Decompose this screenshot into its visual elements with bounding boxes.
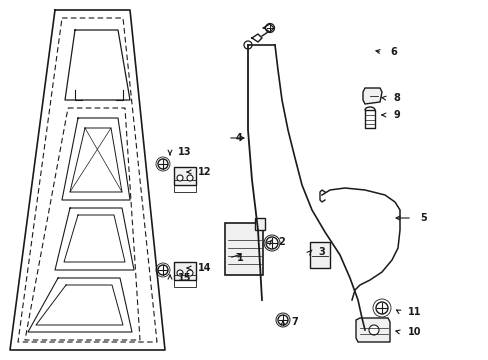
- Bar: [254, 218, 264, 230]
- Bar: [174, 167, 196, 185]
- Circle shape: [244, 41, 251, 49]
- Text: 9: 9: [392, 110, 399, 120]
- Text: 12: 12: [198, 167, 211, 177]
- Text: 6: 6: [389, 47, 396, 57]
- Text: 13: 13: [178, 147, 191, 157]
- Text: 14: 14: [198, 263, 211, 273]
- Circle shape: [186, 175, 193, 181]
- Circle shape: [158, 265, 168, 275]
- Bar: [174, 275, 196, 287]
- Text: 7: 7: [290, 317, 297, 327]
- Text: 10: 10: [407, 327, 421, 337]
- Circle shape: [158, 159, 168, 169]
- Text: 1: 1: [237, 253, 243, 263]
- Bar: [174, 180, 196, 192]
- Circle shape: [265, 237, 278, 249]
- Text: 5: 5: [419, 213, 426, 223]
- Bar: [309, 242, 329, 268]
- Text: 11: 11: [407, 307, 421, 317]
- Circle shape: [177, 175, 183, 181]
- Text: 2: 2: [278, 237, 284, 247]
- Text: 3: 3: [317, 247, 324, 257]
- Circle shape: [265, 23, 274, 32]
- Circle shape: [186, 270, 193, 276]
- Text: 8: 8: [392, 93, 399, 103]
- Circle shape: [375, 302, 387, 314]
- Circle shape: [368, 325, 378, 335]
- Circle shape: [278, 315, 287, 325]
- Text: 4: 4: [236, 133, 242, 143]
- Polygon shape: [362, 88, 381, 104]
- Text: 15: 15: [178, 273, 191, 283]
- Polygon shape: [355, 318, 389, 342]
- Circle shape: [177, 270, 183, 276]
- Bar: [224, 223, 263, 275]
- Bar: [174, 262, 196, 280]
